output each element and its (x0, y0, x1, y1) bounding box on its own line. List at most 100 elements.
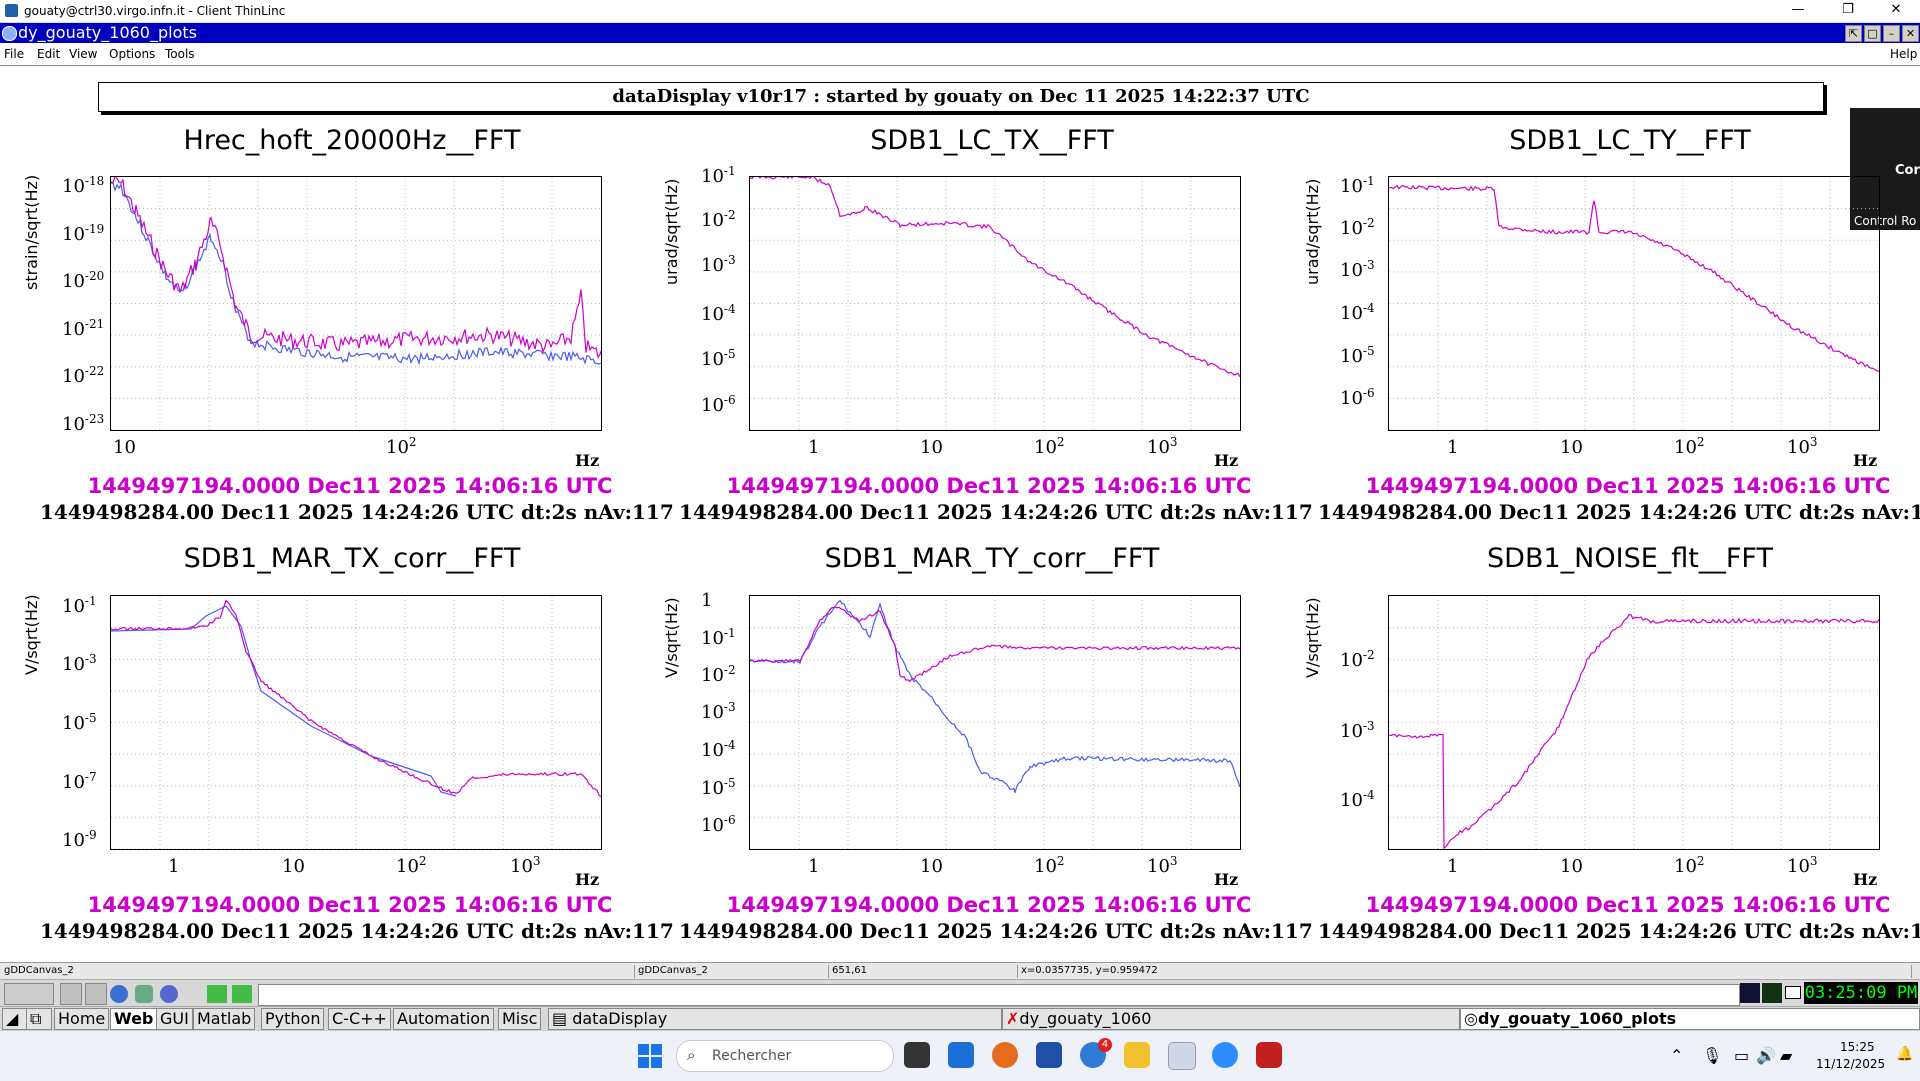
thinlinc-taskbar-icon[interactable] (1036, 1042, 1062, 1068)
net-monitor-icon (1762, 983, 1782, 1003)
tick-exponent: -2 (1362, 216, 1375, 230)
menu-file[interactable]: File (4, 47, 25, 61)
mail-icon[interactable] (1785, 986, 1801, 999)
xtab-home[interactable]: Home (54, 1008, 110, 1030)
plot-area[interactable] (749, 595, 1241, 850)
menu-view[interactable]: View (69, 47, 98, 61)
plot-ylabel: V/sqrt(Hz) (1303, 597, 1322, 678)
plot-area[interactable] (749, 176, 1241, 431)
window-dy-gouaty[interactable]: ✗dy_gouaty_1060 (1002, 1008, 1460, 1030)
tick-exponent: -3 (1362, 258, 1375, 272)
x-tick-label: 102 (396, 854, 427, 877)
network-icon[interactable]: ▭ (1734, 1046, 1750, 1065)
app-red-icon[interactable] (1256, 1042, 1282, 1068)
launcher-sheet-icon[interactable] (207, 985, 227, 1003)
tick-base: 10 (701, 702, 724, 723)
plot-area[interactable] (1388, 176, 1880, 431)
outer-window-title: gouaty@ctrl30.virgo.infn.it - Client Thi… (24, 4, 286, 18)
status-pixel: 651,61 (828, 965, 1018, 978)
control-room-overlay: Cor Control Ro (1850, 108, 1920, 230)
plot-canvas[interactable] (0, 65, 1920, 962)
taskbar-search[interactable]: ⌕ Rechercher (676, 1040, 894, 1072)
launcher-globe-icon[interactable] (110, 985, 128, 1003)
folder-icon[interactable] (1124, 1042, 1150, 1068)
reference-time: 1449497194.0000 Dec11 2025 14:06:16 UTC (1365, 893, 1891, 917)
minimize-icon[interactable]: – (1883, 25, 1900, 42)
window-datadisplay[interactable]: ▤ dataDisplay (548, 1008, 1002, 1030)
tick-base: 10 (701, 815, 724, 836)
task-view-icon[interactable] (904, 1042, 930, 1068)
launcher-tools-icon[interactable] (135, 985, 153, 1003)
plot-area[interactable] (110, 176, 602, 431)
firefox-icon[interactable] (992, 1042, 1018, 1068)
x-unit-label: Hz (575, 451, 600, 470)
xtab-ccpp[interactable]: C-C++ (328, 1008, 391, 1030)
close-icon[interactable]: ✕ (1902, 25, 1919, 42)
tick-exponent: -23 (84, 412, 105, 426)
x-unit-label: Hz (1853, 870, 1878, 889)
microphone-icon[interactable]: 🎙 (1702, 1046, 1723, 1065)
plot-ylabel: strain/sqrt(Hz) (22, 174, 41, 290)
overlay-line1: Cor (1895, 163, 1920, 178)
launcher-blank-icon[interactable] (60, 983, 82, 1005)
x-tick-label: 10 (920, 435, 943, 458)
tick-base: 10 (1034, 856, 1057, 877)
launcher-sheet-icon-2[interactable] (232, 985, 252, 1003)
menu-edit[interactable]: Edit (37, 47, 61, 61)
xtab-gui[interactable]: GUI (156, 1008, 193, 1030)
launcher-blank-icon-2[interactable] (85, 983, 107, 1005)
notifications-icon[interactable]: 🔔 (1896, 1046, 1914, 1062)
tick-base: 10 (701, 665, 724, 686)
plot-area[interactable] (1388, 595, 1880, 850)
windows-start-icon[interactable] (638, 1044, 662, 1068)
current-time: 1449498284.00 Dec11 2025 14:24:26 UTC dt… (1318, 919, 1920, 943)
x-tick-label: 102 (1034, 435, 1065, 458)
app-titlebar: dy_gouaty_1060_plots ⇱ □ – ✕ (0, 23, 1920, 43)
maximize-icon[interactable]: □ (1864, 25, 1881, 42)
y-tick-label: 10-4 (701, 302, 736, 325)
tick-exponent: -5 (723, 347, 736, 361)
menu-help[interactable]: Help (1890, 47, 1918, 61)
current-time: 1449498284.00 Dec11 2025 14:24:26 UTC dt… (679, 919, 1313, 943)
tick-exponent: -5 (723, 776, 736, 790)
close-button[interactable]: ✕ (1890, 2, 1902, 17)
menu-options[interactable]: Options (109, 47, 156, 61)
launcher-logo-icon[interactable] (4, 983, 54, 1005)
x-tick-label: 103 (1787, 854, 1818, 877)
window-dy-gouaty-label: dy_gouaty_1060 (1019, 1009, 1152, 1028)
restore-button[interactable]: ❐ (1842, 2, 1854, 17)
chevron-up-icon[interactable]: ⌃ (1670, 1046, 1684, 1065)
tick-base: 10 (1674, 437, 1697, 458)
zoom-icon[interactable] (1212, 1042, 1238, 1068)
volume-icon[interactable]: 🔊 (1756, 1046, 1776, 1065)
plots-app-icon: ◎ (1464, 1009, 1478, 1028)
xtab-matlab[interactable]: Matlab (193, 1008, 256, 1030)
outlook-icon[interactable] (948, 1042, 974, 1068)
tick-base: 10 (62, 830, 85, 851)
launcher-chat-icon[interactable] (160, 985, 178, 1003)
xtab-python[interactable]: Python (261, 1008, 325, 1030)
tick-exponent: -2 (723, 208, 736, 222)
notepad-icon[interactable] (1168, 1042, 1196, 1070)
command-entry[interactable] (258, 984, 1740, 1006)
plot-area[interactable] (110, 595, 602, 850)
plot-ylabel: urad/sqrt(Hz) (1303, 178, 1322, 285)
tick-base: 10 (701, 395, 724, 416)
xtab-automation[interactable]: Automation (393, 1008, 495, 1030)
raise-icon[interactable]: ⇱ (1845, 25, 1862, 42)
xtab-web[interactable]: Web (110, 1008, 158, 1030)
y-tick-label: 10-3 (701, 700, 736, 723)
reference-time: 1449497194.0000 Dec11 2025 14:06:16 UTC (726, 893, 1252, 917)
tick-exponent: -7 (84, 770, 97, 784)
tick-base: 1 (808, 856, 820, 877)
tick-exponent: -19 (84, 222, 105, 236)
desktops-icon[interactable]: ⧉ (26, 1008, 52, 1030)
cpu-monitor-icon (1740, 983, 1760, 1003)
tick-base: 10 (62, 176, 85, 197)
menu-tools[interactable]: Tools (165, 47, 195, 61)
menu-arrow-icon[interactable]: ◢ (2, 1008, 28, 1030)
xtab-misc[interactable]: Misc (498, 1008, 542, 1030)
window-dy-gouaty-plots[interactable]: ◎dy_gouaty_1060_plots (1460, 1008, 1920, 1030)
minimize-button[interactable]: — (1791, 2, 1805, 17)
battery-icon[interactable]: ▰ (1780, 1046, 1793, 1065)
